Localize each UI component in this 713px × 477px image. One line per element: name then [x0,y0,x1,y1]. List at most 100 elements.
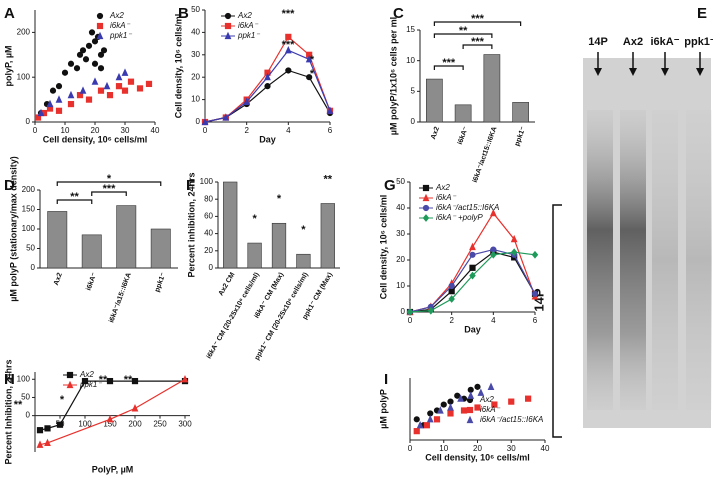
legend-label: i6kA⁻/act15::I6KA [480,415,543,424]
x-tick-label: Ax2 [430,126,441,141]
legend-label: i6kA⁻ [480,405,501,414]
scatter-point [426,415,434,423]
line-point [44,438,51,447]
legend-marker [422,184,430,192]
x-tick-label: 100 [78,420,92,429]
significance: * [310,68,315,80]
scatter-point [436,406,444,414]
panel-letter: A [4,5,15,22]
legend-marker [224,12,232,20]
scatter-point [145,80,153,88]
panel-letter: E [697,5,707,22]
y-tick-label: 20 [204,246,213,255]
bar [483,54,501,123]
series-line [409,251,536,313]
y-tick-label: 100 [22,224,36,233]
y-tick-label: 200 [17,28,31,37]
scatter-point [423,422,430,429]
x-tick-label: 2 [449,316,454,325]
x-tick-label: 6 [328,126,333,135]
line-point [305,54,313,63]
line-point [285,67,292,74]
scatter-point [474,404,481,411]
legend-marker [66,371,74,379]
y-axis-label: µM polyP [378,389,388,429]
scatter-point [100,47,108,54]
panel-letter: F [186,177,195,194]
y-axis-label: Percent Inhibition, 24hrs [3,359,13,464]
line-point [56,421,64,428]
y-tick-label: 0 [196,117,201,126]
y-tick-label: 40 [204,229,213,238]
x-tick-label: 30 [121,126,130,135]
y-tick-label: 150 [22,205,36,214]
lane-arrowhead [696,68,704,76]
x-tick-label: 30 [507,444,516,453]
y-tick-label: 0 [31,263,36,272]
x-tick-label: 250 [153,420,167,429]
scatter-point [121,68,129,76]
y-axis-label: Cell density, 10⁶ cells/ml [173,14,183,119]
significance-bracket [56,199,93,204]
bar [426,78,443,123]
legend-marker [466,415,474,424]
significance: ** [459,25,468,37]
lane-label: ppk1⁻ [684,36,713,48]
bar [116,205,137,269]
scatter-point [413,416,420,423]
x-axis-label: Day [259,134,276,144]
scatter-point [37,108,45,117]
x-tick-label: 4 [286,126,291,135]
line-point [222,113,230,121]
x-tick-label: 6 [533,316,538,325]
y-tick-label: 100 [200,177,214,186]
significance: *** [103,183,117,195]
significance-bracket [462,44,493,49]
significance-bracket [433,65,464,70]
significance: * [301,224,306,236]
line-point [469,242,476,251]
line-point [106,414,114,423]
line-point [106,377,114,385]
x-tick-label: 4 [491,316,496,325]
line-point [448,295,455,303]
legend-marker [422,214,430,222]
scatter-point [85,96,93,103]
legend-marker [422,193,430,202]
scatter-point [73,65,81,72]
significance: ** [99,374,108,386]
line-point [243,97,251,105]
significance-bracket [433,33,493,38]
significance: ** [124,374,133,386]
significance: *** [471,13,485,25]
scatter-point [55,95,63,103]
line-point [201,117,209,126]
y-tick-label: 0 [209,263,214,272]
y-tick-label: 40 [396,203,405,212]
bar [223,181,238,269]
legend-marker [96,12,104,20]
scatter-point [79,47,87,54]
line-point [510,248,518,257]
line-point [510,234,518,243]
scatter-point [103,81,111,90]
line-point [448,282,455,290]
scatter-point [454,392,461,399]
legend-marker [224,22,232,30]
x-tick-label: 150 [103,420,117,429]
scatter-point [467,391,475,399]
legend-marker [96,31,104,40]
line-point [490,250,497,259]
panel-letter: G [384,177,396,194]
legend-label: ppk1⁻ [79,380,102,389]
bracket [552,204,562,438]
scatter-point [49,87,57,94]
x-tick-label: ppk1⁻ [154,272,168,294]
significance: *** [471,36,485,48]
scatter-point [457,394,465,402]
lane-label: 14P [588,36,608,48]
y-tick-label: 5 [411,86,416,95]
y-tick-label: 50 [191,5,200,14]
scatter-point [413,428,420,435]
scatter-point [508,398,515,405]
